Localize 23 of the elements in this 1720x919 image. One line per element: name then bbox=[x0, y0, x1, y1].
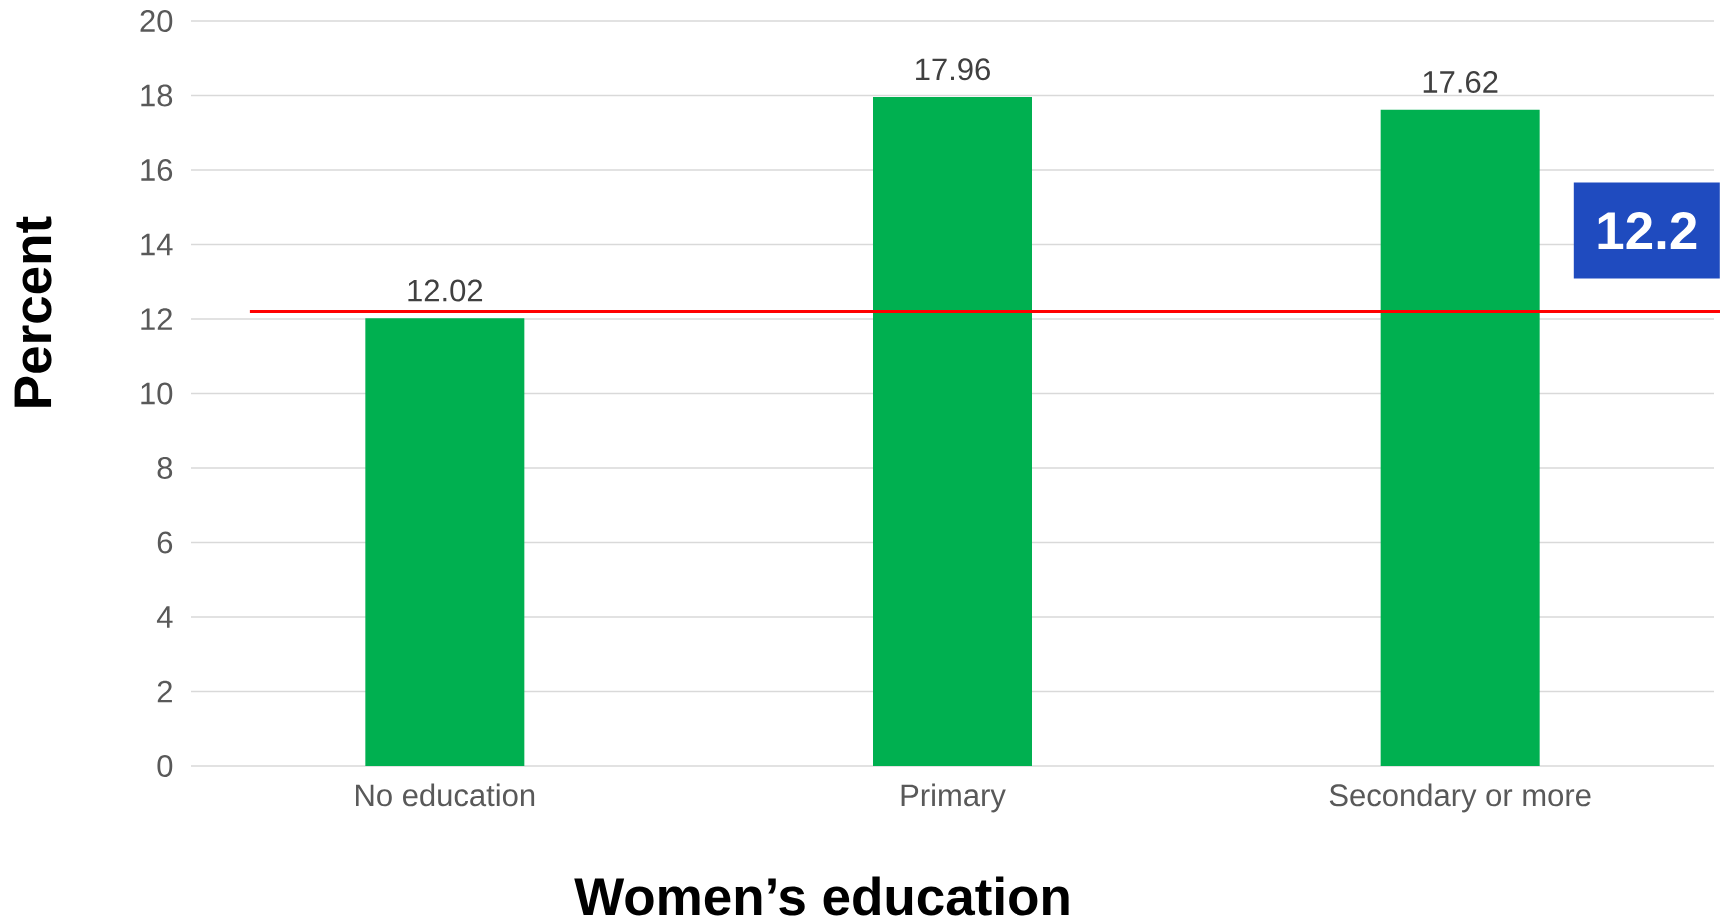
x-tick-label: Secondary or more bbox=[1329, 783, 1591, 813]
y-tick-label: 20 bbox=[140, 10, 173, 32]
y-axis-title: Percent bbox=[14, 216, 52, 407]
y-tick-label: 16 bbox=[141, 159, 173, 181]
data-label: 12.02 bbox=[408, 279, 483, 302]
y-tick-label: 6 bbox=[157, 531, 173, 554]
y-tick-label: 8 bbox=[157, 457, 173, 479]
x-tick-label: Primary bbox=[901, 783, 1006, 813]
y-tick-label: 0 bbox=[157, 755, 173, 777]
y-tick-label: 14 bbox=[141, 233, 173, 256]
data-label: 17.62 bbox=[1423, 71, 1498, 93]
bar bbox=[1380, 109, 1540, 766]
y-tick-label: 12 bbox=[141, 308, 172, 330]
bar bbox=[873, 96, 1032, 766]
y-tick-label: 18 bbox=[141, 84, 173, 107]
y-tick-label: 10 bbox=[141, 382, 173, 405]
x-tick-label: No education bbox=[356, 783, 535, 807]
bar bbox=[365, 318, 525, 766]
x-axis-title: Women’s education bbox=[574, 876, 1069, 916]
ref-line-label: 12.2 bbox=[1598, 212, 1697, 250]
y-tick-label: 2 bbox=[157, 680, 172, 703]
y-tick-label: 4 bbox=[156, 606, 173, 628]
data-label: 17.96 bbox=[916, 58, 990, 81]
